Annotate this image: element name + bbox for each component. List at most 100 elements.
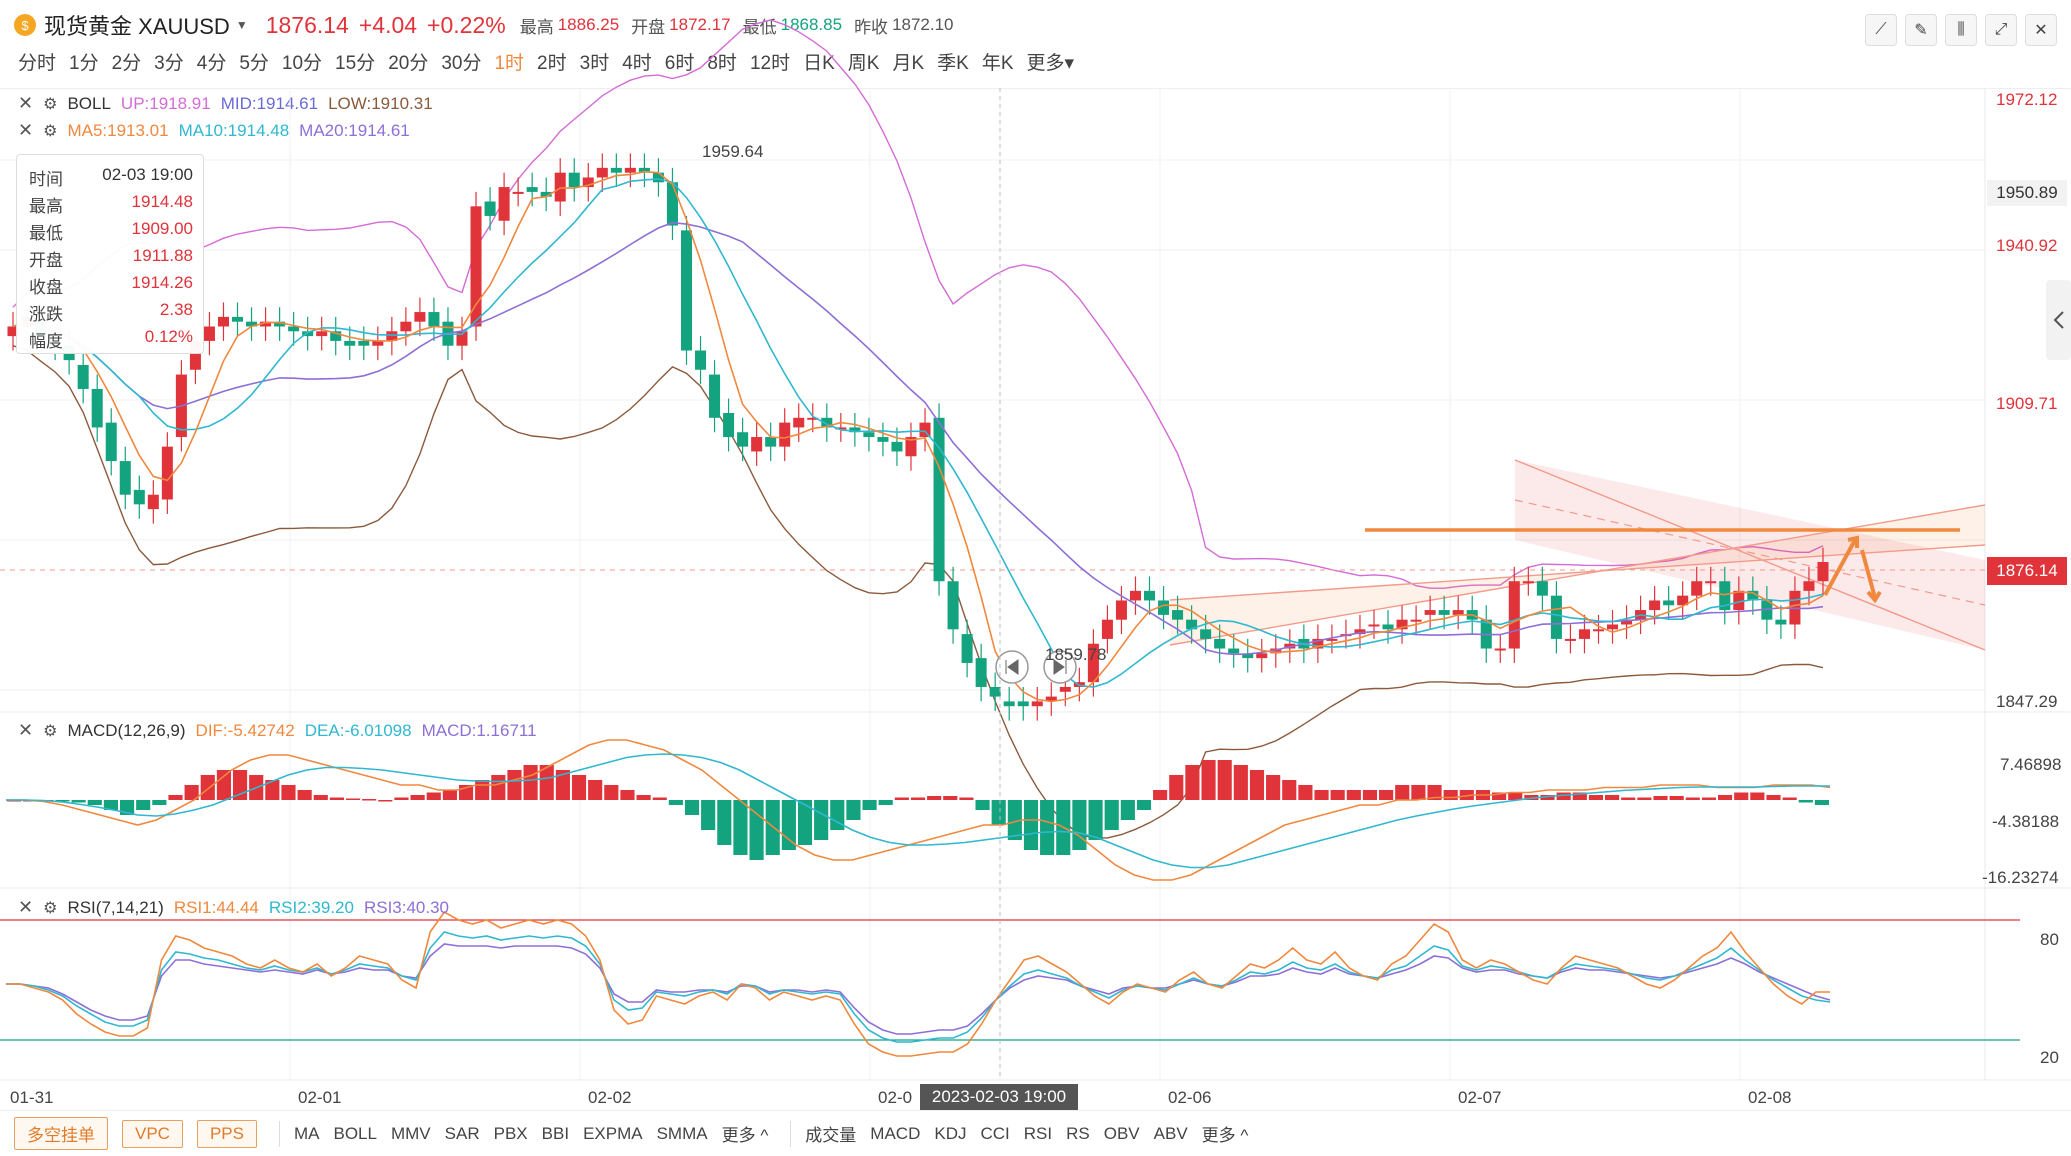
symbol-title[interactable]: 现货黄金 XAUUSD — [44, 14, 230, 39]
candle-body — [1382, 624, 1394, 630]
macd-bar — [345, 798, 361, 800]
sub-indicator-option[interactable]: RS — [1066, 1123, 1090, 1143]
candle-body — [933, 417, 945, 582]
macd-bar — [1007, 800, 1022, 840]
sub-indicator-option[interactable]: MACD — [870, 1123, 921, 1143]
interval-tab[interactable]: 4分 — [196, 53, 227, 74]
tooltip-row: 幅度 0.12% — [29, 327, 193, 352]
interval-tab[interactable]: 月K — [892, 53, 925, 74]
interval-tab[interactable]: 更多▾ — [1026, 53, 1075, 74]
macd-bar — [959, 797, 974, 800]
footer-button[interactable]: VPC — [122, 1119, 183, 1148]
close-icon[interactable]: ✕ — [18, 93, 34, 113]
candle-body — [330, 331, 342, 341]
candle-tooltip: 时间 02-03 19:00 最高 1914.48 最低 1909.00 开盘 1911.88… — [16, 154, 204, 354]
footer-button[interactable]: PPS — [196, 1119, 257, 1148]
gear-icon[interactable]: ⚙ — [43, 95, 58, 113]
line-chart-icon[interactable]: ⟋ — [1865, 14, 1897, 46]
main-indicator-option[interactable]: MA — [294, 1123, 320, 1143]
sub-indicator-option[interactable]: CCI — [980, 1123, 1010, 1143]
candle-body — [1663, 600, 1675, 606]
indicator-footer: 多空挂单 VPC PPS MA BOLL MMV SAR PBX BBI EXPMA SMMA 更多 … — [0, 1110, 2071, 1156]
sub-indicator-option[interactable]: ABV — [1153, 1123, 1188, 1143]
interval-tab[interactable]: 日K — [803, 53, 835, 74]
candle-style-icon[interactable]: ⫼ — [1945, 14, 1977, 46]
interval-tab[interactable]: 2时 — [537, 53, 567, 74]
close-icon[interactable]: ✕ — [18, 897, 34, 917]
main-indicator-option[interactable]: 更多 ^ — [721, 1126, 769, 1145]
macd-bar — [1379, 790, 1394, 800]
interval-tab[interactable]: 2分 — [111, 53, 142, 74]
candle-body — [77, 364, 89, 389]
macd-bar — [1088, 800, 1103, 840]
main-indicator-option[interactable]: EXPMA — [583, 1123, 643, 1143]
candle-body — [161, 446, 173, 500]
interval-tab[interactable]: 8时 — [707, 53, 737, 74]
interval-tab[interactable]: 5分 — [239, 53, 269, 74]
sub-indicator-option[interactable]: RSI — [1023, 1123, 1053, 1143]
replay-back-icon — [1005, 659, 1019, 675]
collapse-handle — [2046, 280, 2071, 360]
interval-tab[interactable]: 3时 — [579, 53, 610, 74]
candle-body — [302, 331, 314, 337]
interval-tab[interactable]: 4时 — [622, 53, 652, 74]
interval-tab[interactable]: 6时 — [664, 53, 695, 74]
candle-body — [1354, 629, 1366, 635]
interval-tab[interactable]: 3分 — [154, 53, 184, 74]
header: $ 现货黄金 XAUUSD ▼ 1876.14 +4.04 +0.22% 最高 … — [0, 0, 2071, 89]
macd-bar — [1427, 785, 1442, 800]
hover-price-tag: 1950.89 — [1987, 180, 2067, 206]
gear-icon[interactable]: ⚙ — [43, 122, 58, 140]
draw-pen-icon[interactable]: ✎ — [1905, 14, 1937, 46]
candle-body — [274, 321, 286, 327]
main-indicator-option[interactable]: SMMA — [656, 1123, 708, 1143]
candle-body — [1003, 701, 1015, 707]
macd-bar — [71, 800, 86, 803]
footer-button[interactable]: 多空挂单 — [14, 1117, 108, 1150]
interval-tab[interactable]: 30分 — [441, 53, 482, 74]
close-icon[interactable]: ✕ — [18, 720, 34, 740]
main-indicator-option[interactable]: BBI — [541, 1123, 570, 1143]
interval-tab[interactable]: 1时 — [494, 53, 525, 74]
main-indicator-option[interactable]: SAR — [444, 1123, 480, 1143]
interval-tab[interactable]: 分时 — [18, 53, 57, 74]
macd-bar — [1185, 765, 1200, 800]
candle-body — [1817, 562, 1829, 582]
candle-body — [1158, 600, 1170, 615]
interval-tab[interactable]: 年K — [981, 53, 1014, 74]
candle-body — [133, 489, 145, 505]
close-icon[interactable]: ✕ — [2025, 14, 2057, 46]
macd-bar — [830, 800, 845, 830]
interval-tab[interactable]: 季K — [937, 53, 969, 74]
sub-indicator-option[interactable]: OBV — [1103, 1123, 1140, 1143]
close-icon[interactable]: ✕ — [18, 120, 34, 140]
interval-tab[interactable]: 周K — [847, 53, 880, 74]
main-indicator-option[interactable]: PBX — [493, 1123, 528, 1143]
interval-tab[interactable]: 15分 — [335, 53, 376, 74]
candle-body — [849, 427, 861, 433]
macd-bar — [701, 800, 716, 830]
sub-indicator-option[interactable]: 更多 ^ — [1201, 1126, 1249, 1145]
main-indicator-option[interactable]: MMV — [390, 1123, 431, 1143]
prev-close-label: 昨收 — [854, 17, 889, 37]
divider — [790, 1120, 792, 1147]
tooltip-key: 开盘 — [29, 251, 63, 270]
macd-bar — [620, 790, 635, 800]
macd-bar — [733, 800, 748, 855]
high-value: 1886.25 — [557, 15, 620, 34]
interval-tab[interactable]: 20分 — [388, 53, 429, 74]
sub-indicator-option[interactable]: KDJ — [934, 1123, 967, 1143]
interval-tab[interactable]: 10分 — [281, 53, 323, 74]
tooltip-value: 02-03 19:00 — [102, 165, 193, 184]
main-indicator-option[interactable]: BOLL — [333, 1123, 377, 1143]
interval-tab[interactable]: 12时 — [749, 53, 791, 74]
macd-bar — [87, 800, 102, 805]
chart-canvas[interactable] — [0, 0, 2071, 1110]
macd-dea-line — [6, 753, 1830, 869]
gear-icon[interactable]: ⚙ — [43, 899, 58, 917]
gear-icon[interactable]: ⚙ — [43, 722, 58, 740]
chevron-down-icon[interactable]: ▼ — [235, 18, 248, 32]
fullscreen-icon[interactable]: ⤢ — [1985, 14, 2017, 46]
interval-tab[interactable]: 1分 — [69, 53, 99, 74]
sub-indicator-option[interactable]: 成交量 — [805, 1126, 857, 1145]
